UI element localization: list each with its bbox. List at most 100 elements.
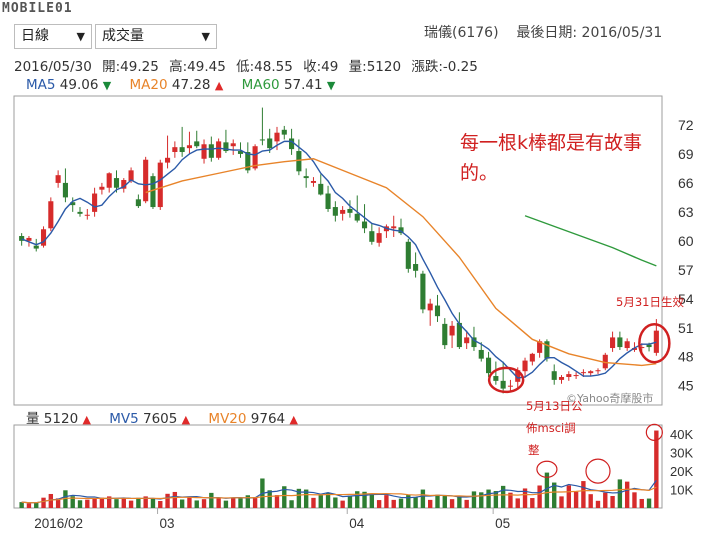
volume-bar (340, 500, 345, 508)
candle-body (398, 227, 404, 234)
volume-bar (449, 499, 455, 508)
x-axis-label: 2016/02 (34, 516, 83, 531)
vol-label: 量 (26, 411, 40, 427)
period-select[interactable]: 日線 ▼ (14, 24, 92, 49)
mv5-legend: MV5 7605 ▲ (109, 411, 194, 427)
volume-bar (70, 496, 75, 508)
x-axis-label: 03 (160, 516, 175, 531)
candle-body (92, 193, 98, 212)
indicator-select-value: 成交量 (102, 28, 144, 44)
ma20-legend: MA20 47.28 ▲ (130, 77, 228, 93)
volume-bar (537, 485, 542, 508)
candle-body (259, 139, 265, 141)
chevron-down-icon: ▼ (201, 30, 210, 43)
volume-bar (406, 495, 411, 508)
volume-bar (646, 498, 652, 508)
volume-bar (231, 497, 236, 508)
volume-bar (581, 481, 586, 508)
volume-bar (493, 491, 499, 508)
volume-bar (19, 502, 24, 508)
volume-circle (585, 458, 611, 484)
volume-bar (566, 485, 571, 508)
volume-bar (464, 499, 469, 508)
candle-body (478, 349, 484, 359)
candle-body (143, 159, 149, 202)
candle-body (376, 233, 382, 243)
volume-bar (187, 497, 192, 508)
candle-body (456, 322, 462, 348)
volume-bar (362, 491, 367, 508)
candle-body (121, 180, 127, 189)
volume-bar (610, 496, 615, 508)
candle-body (70, 202, 76, 206)
ohlc-low: 低:48.55 (236, 59, 293, 75)
last-date-label: 最後日期: 2016/05/31 (516, 25, 663, 41)
volume-bar (296, 488, 302, 508)
volume-bar (63, 490, 68, 508)
price-tick-label: 57 (678, 262, 694, 278)
candle-body (208, 144, 214, 158)
stock-name: 瑞儀(6176) (424, 25, 499, 41)
period-select-value: 日線 (21, 28, 49, 44)
volume-bar (303, 489, 309, 508)
volume-bar (617, 479, 623, 508)
volume-bar (428, 499, 433, 508)
volume-bar (347, 495, 353, 508)
candle-body (602, 354, 608, 369)
candle-body (573, 375, 579, 377)
price-tick-label: 60 (678, 233, 694, 249)
volume-bar (573, 491, 579, 508)
candle-body (281, 129, 287, 135)
candle-body (522, 360, 528, 372)
candle-body (77, 211, 83, 214)
volume-bar (172, 491, 178, 508)
volume-bar (274, 495, 280, 508)
candle-body (19, 236, 25, 241)
mv5-value: 7605 (143, 411, 178, 427)
volume-bar (209, 492, 214, 508)
volume-bar (77, 500, 83, 508)
volume-tick-label: 40K (670, 427, 693, 442)
candle-body (420, 273, 426, 310)
indicator-select[interactable]: 成交量 ▼ (95, 24, 217, 49)
ma60-label: MA60 (241, 77, 280, 93)
candle-body (551, 371, 557, 380)
candle-body (347, 208, 353, 213)
candle-body (427, 303, 433, 311)
candle-body (33, 245, 39, 249)
candle-body (391, 226, 397, 229)
candle-body (223, 142, 229, 152)
may13-circle (487, 366, 525, 394)
candle-body (99, 186, 105, 190)
vol-legend: 量 5120 ▲ (26, 411, 95, 427)
mv20-label: MV20 (208, 411, 247, 427)
candle-body (653, 330, 659, 353)
candle-body (646, 344, 652, 348)
volume-bar (252, 497, 258, 508)
up-arrow-icon: ▲ (181, 413, 191, 426)
candle-body (310, 180, 317, 183)
candle-body (296, 151, 302, 172)
volume-bar (223, 500, 229, 508)
volume-bar (267, 490, 272, 508)
candle-body (179, 147, 185, 153)
candle-body (595, 370, 601, 372)
ohlc-readout: 2016/05/30 開:49.25 高:49.45 低:48.55 收:49 … (14, 55, 483, 75)
candle-body (588, 371, 594, 374)
volume-bar (92, 498, 97, 508)
candle-body (157, 162, 163, 208)
volume-bar (508, 492, 513, 508)
volume-tick-label: 30K (670, 446, 693, 461)
candle-body (631, 348, 638, 350)
candle-body (135, 199, 141, 207)
candle-body (610, 337, 616, 349)
volume-bar (325, 492, 331, 508)
volume-bar (603, 492, 608, 508)
ma5-legend: MA5 49.06 ▼ (26, 77, 116, 93)
x-axis-label: 05 (495, 516, 510, 531)
candle-body (471, 337, 477, 348)
candle-body (165, 157, 171, 163)
volume-bar (136, 497, 141, 508)
volume-tick-label: 10K (670, 483, 693, 498)
